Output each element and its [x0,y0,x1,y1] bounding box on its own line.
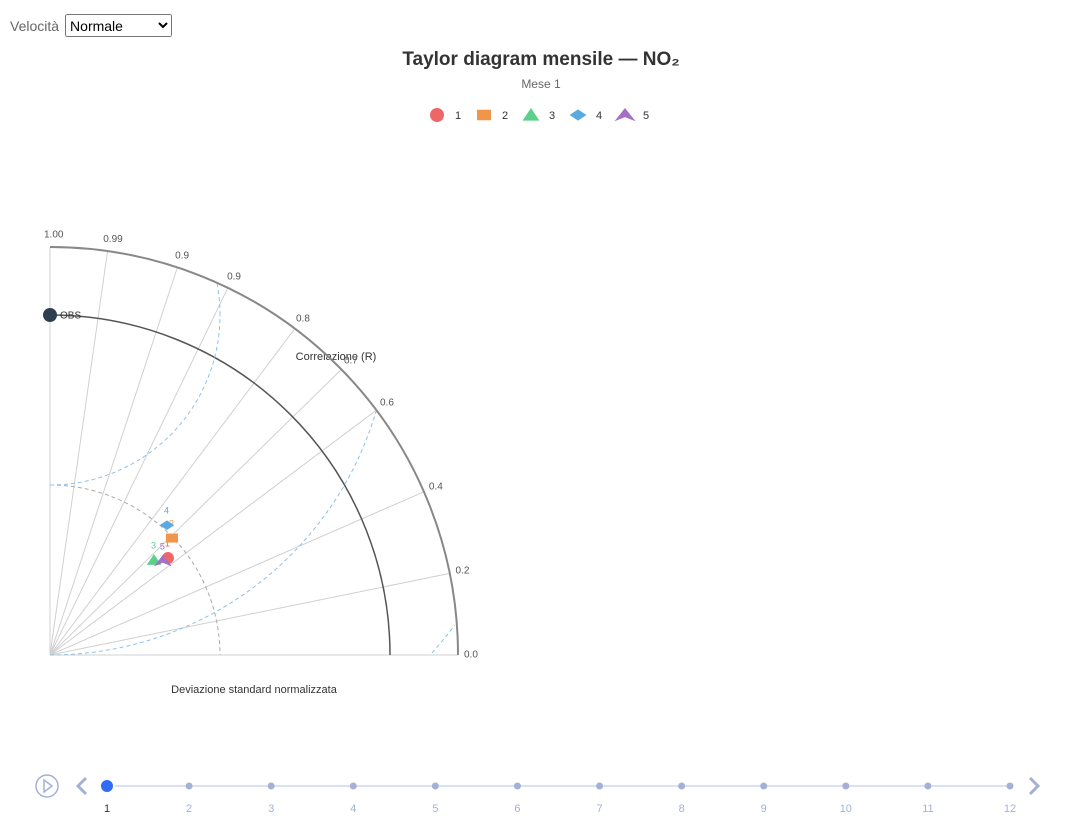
timeline-label: 9 [761,803,767,815]
speed-control: Velocità Normale [10,14,173,37]
point-label: 3 [151,541,156,551]
rms-contour [50,283,221,486]
timeline-label: 7 [596,803,602,815]
reference-arc [49,314,391,656]
corr-spoke [49,409,377,656]
corr-tick-label: 0.0 [464,650,478,661]
speed-label: Velocità [10,17,60,34]
corr-tick-label: 0.4 [429,482,443,493]
marker [614,108,636,122]
timeline-dot[interactable] [760,782,768,790]
corr-tick-label: 1.00 [44,230,64,241]
marker [165,533,178,543]
timeline-dot[interactable] [678,782,686,790]
timeline-label: 4 [350,803,356,815]
corr-spoke [49,287,229,656]
prev-button[interactable] [75,776,88,796]
timeline-dot[interactable] [267,782,275,790]
reference-label: OBS [60,311,81,322]
chart-title: Taylor diagram mensile — NO₂ [402,49,679,70]
corr-axis-label: Correlazione (R) [296,351,377,363]
outer-arc [49,246,459,656]
legend-label: 3 [549,110,555,122]
rms-contour [50,411,377,656]
corr-spoke [49,328,296,656]
legend-label: 4 [596,110,602,122]
timeline-label: 12 [1004,803,1016,815]
timeline-dot[interactable] [842,782,850,790]
x-axis-label: Deviazione standard normalizzata [171,684,338,696]
point-label: 4 [164,506,169,516]
corr-spoke [49,369,342,656]
point-label: 5 [160,541,165,551]
next-button[interactable] [1028,776,1041,796]
corr-tick-label: 0.99 [103,234,123,245]
marker [159,520,175,530]
rms-contour [431,625,455,654]
timeline-label: 3 [268,803,274,815]
timeline-dot[interactable] [431,782,439,790]
timeline-dot[interactable] [596,782,604,790]
timeline-label: 8 [679,803,685,815]
timeline-dot[interactable] [349,782,357,790]
corr-tick-label: 0.8 [296,314,310,325]
point-label: 1 [165,538,170,548]
marker [430,108,444,122]
timeline-label: 2 [186,803,192,815]
legend-label: 5 [643,110,649,122]
timeline-dot[interactable] [1006,782,1014,790]
timeline-dot[interactable] [924,782,932,790]
marker [569,109,587,121]
corr-spoke [49,491,425,656]
marker [522,108,540,121]
legend-label: 2 [502,110,508,122]
timeline-dot[interactable] [513,782,521,790]
play-button[interactable] [35,774,59,798]
corr-tick-label: 0.9 [227,272,241,283]
marker [477,109,491,121]
timeline-label: 10 [840,803,852,815]
timeline-label: 5 [432,803,438,815]
play-icon [43,778,54,794]
reference-point [43,308,57,322]
corr-tick-label: 0.6 [380,398,394,409]
timeline-current [99,778,115,794]
timeline-label: 1 [104,803,110,815]
timeline-dot[interactable] [185,782,193,790]
timeline-label: 11 [922,803,933,815]
marker [153,554,172,567]
speed-select[interactable]: Normale [65,14,173,37]
corr-tick-label: 0.2 [456,566,470,577]
corr-spoke [49,267,178,656]
corr-tick-label: 0.9 [175,251,189,262]
chart-subtitle: Mese 1 [521,77,561,91]
timeline-label: 6 [514,803,520,815]
legend-label: 1 [455,110,461,122]
corr-tick-label: 0.7 [344,356,358,367]
